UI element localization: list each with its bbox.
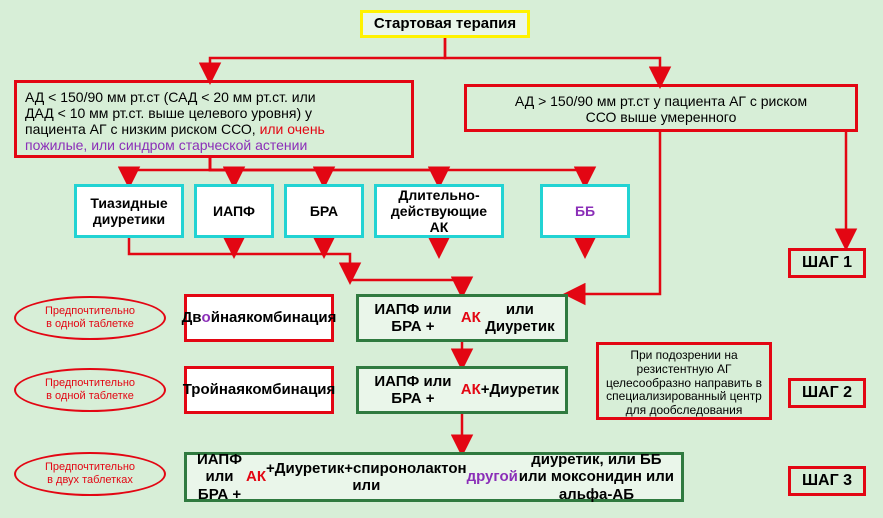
therapy-box: ИАПФ или БРА +АК+Диуретик — [356, 366, 568, 414]
therapy-box: ИАПФ или БРА + АК+Диуретик+спиронолактон… — [184, 452, 684, 502]
preference-ellipse: Предпочтительнов двух таблетках — [14, 452, 166, 496]
preference-ellipse: Предпочтительнов одной таблетке — [14, 368, 166, 412]
branch-left-criteria-box: АД < 150/90 мм рт.ст (САД < 20 мм рт.ст.… — [14, 80, 414, 158]
preference-ellipse: Предпочтительнов одной таблетке — [14, 296, 166, 340]
combination-label-box: Двойнаякомбинация — [184, 294, 334, 342]
step-label: ШАГ 3 — [788, 466, 866, 496]
drug-class-box: Длительно-действующиеАК — [374, 184, 504, 238]
drug-class-box: ББ — [540, 184, 630, 238]
combination-label-box: Тройнаякомбинация — [184, 366, 334, 414]
therapy-box: ИАПФ или БРА +АК или Диуретик — [356, 294, 568, 342]
branch-right-criteria-box: АД > 150/90 мм рт.ст у пациента АГ с рис… — [464, 84, 858, 132]
start-therapy-box: Стартовая терапия — [360, 10, 530, 38]
arrow-layer — [0, 0, 883, 518]
drug-class-box: БРА — [284, 184, 364, 238]
drug-class-box: ИАПФ — [194, 184, 274, 238]
step-label: ШАГ 2 — [788, 378, 866, 408]
drug-class-box: Тиазидныедиуретики — [74, 184, 184, 238]
resistant-hypertension-box: При подозрении нарезистентную АГцелесооб… — [596, 342, 772, 420]
step-label: ШАГ 1 — [788, 248, 866, 278]
